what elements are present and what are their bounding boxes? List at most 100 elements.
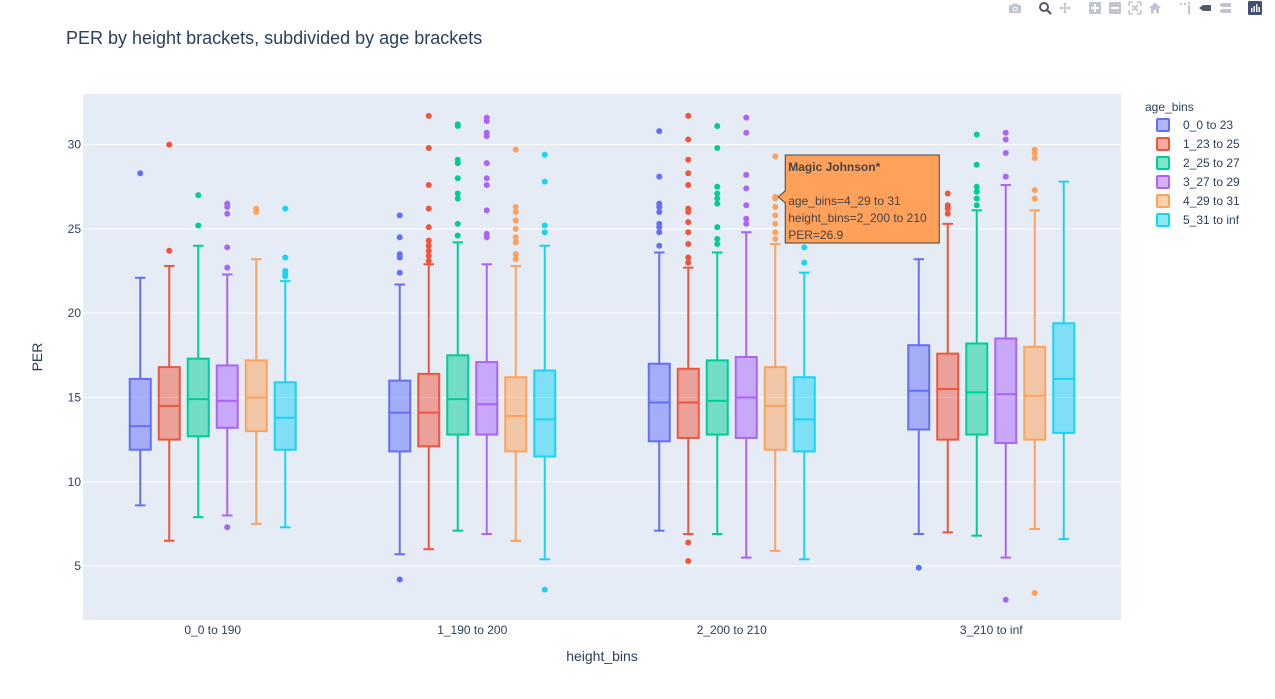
- box-plot[interactable]: [705, 123, 729, 536]
- box-plot[interactable]: [907, 258, 931, 571]
- outlier-point[interactable]: [1031, 590, 1038, 597]
- outlier-point[interactable]: [973, 188, 980, 195]
- outlier-point[interactable]: [973, 183, 980, 190]
- outlier-point[interactable]: [396, 576, 403, 583]
- outlier-point[interactable]: [425, 224, 432, 231]
- outlier-point[interactable]: [195, 192, 202, 199]
- zoom-icon[interactable]: [1035, 0, 1055, 16]
- outlier-point[interactable]: [656, 220, 663, 227]
- outlier-point[interactable]: [944, 190, 951, 197]
- outlier-point[interactable]: [685, 112, 692, 119]
- outlier-point[interactable]: [714, 235, 721, 242]
- box-plot[interactable]: [186, 192, 210, 519]
- outlier-point[interactable]: [541, 229, 548, 236]
- outlier-point[interactable]: [772, 229, 779, 236]
- box-plot[interactable]: [994, 129, 1018, 603]
- zoom-out-icon[interactable]: [1105, 0, 1125, 16]
- outlier-point[interactable]: [714, 190, 721, 197]
- outlier-point[interactable]: [801, 259, 808, 266]
- outlier-point[interactable]: [425, 247, 432, 254]
- outlier-point[interactable]: [685, 241, 692, 248]
- outlier-point[interactable]: [396, 212, 403, 219]
- outlier-point[interactable]: [685, 229, 692, 236]
- outlier-point[interactable]: [1002, 136, 1009, 143]
- outlier-point[interactable]: [512, 203, 519, 210]
- outlier-point[interactable]: [973, 161, 980, 168]
- outlier-point[interactable]: [483, 129, 490, 136]
- outlier-point[interactable]: [1002, 173, 1009, 180]
- box-plot[interactable]: [504, 146, 528, 542]
- outlier-point[interactable]: [195, 222, 202, 229]
- outlier-point[interactable]: [656, 209, 663, 216]
- outlier-point[interactable]: [137, 170, 144, 177]
- spike-lines-icon[interactable]: [1175, 0, 1195, 16]
- outlier-point[interactable]: [656, 128, 663, 135]
- outlier-point[interactable]: [743, 129, 750, 136]
- outlier-point[interactable]: [483, 230, 490, 237]
- outlier-point[interactable]: [714, 241, 721, 248]
- outlier-point[interactable]: [743, 185, 750, 192]
- outlier-point[interactable]: [454, 232, 461, 239]
- outlier-point[interactable]: [714, 224, 721, 231]
- box-plot[interactable]: [388, 212, 412, 583]
- outlier-point[interactable]: [541, 586, 548, 593]
- outlier-point[interactable]: [512, 256, 519, 263]
- box-plot[interactable]: [676, 112, 700, 564]
- hover-compare-icon[interactable]: [1215, 0, 1235, 16]
- box-plot[interactable]: [734, 114, 758, 559]
- outlier-point[interactable]: [425, 252, 432, 259]
- outlier-point[interactable]: [1031, 155, 1038, 162]
- outlier-point[interactable]: [425, 237, 432, 244]
- outlier-point[interactable]: [743, 215, 750, 222]
- outlier-point[interactable]: [944, 202, 951, 209]
- outlier-point[interactable]: [772, 235, 779, 242]
- outlier-point[interactable]: [656, 242, 663, 249]
- outlier-point[interactable]: [1031, 146, 1038, 153]
- outlier-point[interactable]: [973, 195, 980, 202]
- outlier-point[interactable]: [454, 121, 461, 128]
- outlier-point[interactable]: [541, 178, 548, 185]
- legend-item[interactable]: 4_29 to 31: [1156, 194, 1240, 208]
- outlier-point[interactable]: [685, 170, 692, 177]
- outlier-point[interactable]: [396, 269, 403, 276]
- outlier-point[interactable]: [512, 239, 519, 246]
- legend-item[interactable]: 0_0 to 23: [1156, 118, 1233, 132]
- outlier-point[interactable]: [512, 209, 519, 216]
- outlier-point[interactable]: [425, 242, 432, 249]
- outlier-point[interactable]: [166, 141, 173, 148]
- outlier-point[interactable]: [685, 557, 692, 564]
- outlier-point[interactable]: [454, 175, 461, 182]
- outlier-point[interactable]: [772, 153, 779, 160]
- box-plot[interactable]: [763, 153, 787, 552]
- box-plot[interactable]: [647, 128, 671, 532]
- box-plot[interactable]: [157, 141, 181, 542]
- outlier-point[interactable]: [512, 225, 519, 232]
- outlier-point[interactable]: [541, 222, 548, 229]
- outlier-point[interactable]: [973, 131, 980, 138]
- outlier-point[interactable]: [396, 234, 403, 241]
- hover-closest-icon[interactable]: [1195, 0, 1215, 16]
- outlier-point[interactable]: [541, 151, 548, 158]
- box-plot[interactable]: [936, 190, 960, 534]
- outlier-point[interactable]: [483, 175, 490, 182]
- box-plot[interactable]: [273, 205, 297, 529]
- outlier-point[interactable]: [483, 160, 490, 167]
- outlier-point[interactable]: [224, 264, 231, 271]
- outlier-point[interactable]: [425, 257, 432, 264]
- outlier-point[interactable]: [685, 205, 692, 212]
- outlier-point[interactable]: [454, 156, 461, 163]
- outlier-point[interactable]: [224, 200, 231, 207]
- outlier-point[interactable]: [454, 220, 461, 227]
- legend-item[interactable]: 2_25 to 27: [1156, 156, 1240, 170]
- outlier-point[interactable]: [915, 564, 922, 571]
- outlier-point[interactable]: [224, 524, 231, 531]
- outlier-point[interactable]: [425, 112, 432, 119]
- outlier-point[interactable]: [282, 254, 289, 261]
- outlier-point[interactable]: [944, 210, 951, 217]
- outlier-point[interactable]: [454, 195, 461, 202]
- outlier-point[interactable]: [772, 203, 779, 210]
- outlier-point[interactable]: [1031, 195, 1038, 202]
- box-plot[interactable]: [417, 112, 441, 551]
- outlier-point[interactable]: [483, 182, 490, 189]
- box-plot[interactable]: [475, 114, 499, 536]
